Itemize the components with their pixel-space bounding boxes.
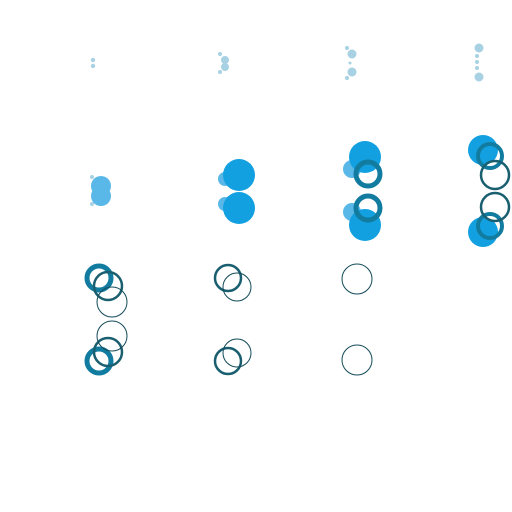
filled-stage-1 <box>90 175 111 206</box>
filled-stage-3 <box>343 141 383 241</box>
dots-stage-1 <box>90 57 96 69</box>
dot <box>475 66 479 70</box>
dot <box>345 46 349 50</box>
filled-row <box>90 135 511 247</box>
dot <box>90 175 94 179</box>
dot <box>348 61 352 65</box>
ring <box>92 270 124 302</box>
ring <box>479 159 511 191</box>
dots-stage-2 <box>218 52 229 74</box>
dot <box>475 54 479 58</box>
ring <box>213 263 243 293</box>
ring <box>96 286 128 318</box>
filled-stage-4 <box>468 135 511 247</box>
dot <box>347 49 357 59</box>
ring <box>341 263 373 295</box>
ring <box>353 159 383 189</box>
dot <box>475 60 479 64</box>
ring <box>84 263 114 293</box>
filled-circle <box>223 159 255 191</box>
dots-row <box>90 43 484 82</box>
ring <box>341 344 373 376</box>
dots-stage-3 <box>345 46 357 80</box>
ring <box>353 193 383 223</box>
filled-circle <box>91 186 111 206</box>
ring-stage-2 <box>213 263 252 376</box>
ring <box>222 338 252 368</box>
dot <box>90 57 96 63</box>
dot <box>347 67 357 77</box>
ring-stage-3 <box>341 263 373 376</box>
ring-row <box>84 263 373 376</box>
ring <box>84 346 114 376</box>
dot <box>221 63 229 71</box>
dot <box>90 63 96 69</box>
ring-stage-1 <box>84 263 128 376</box>
dot <box>474 72 484 82</box>
dot <box>218 70 222 74</box>
dot <box>345 76 349 80</box>
dot <box>218 52 222 56</box>
ring <box>476 142 504 170</box>
ring <box>222 272 252 302</box>
ring <box>96 320 128 352</box>
ring <box>476 212 504 240</box>
dot <box>474 43 484 53</box>
dots-stage-4 <box>474 43 484 82</box>
ring <box>92 336 124 368</box>
dot <box>90 202 94 206</box>
ring <box>479 191 511 223</box>
ring <box>213 346 243 376</box>
dot <box>221 56 229 64</box>
filled-stage-2 <box>218 159 255 224</box>
filled-circle <box>223 192 255 224</box>
